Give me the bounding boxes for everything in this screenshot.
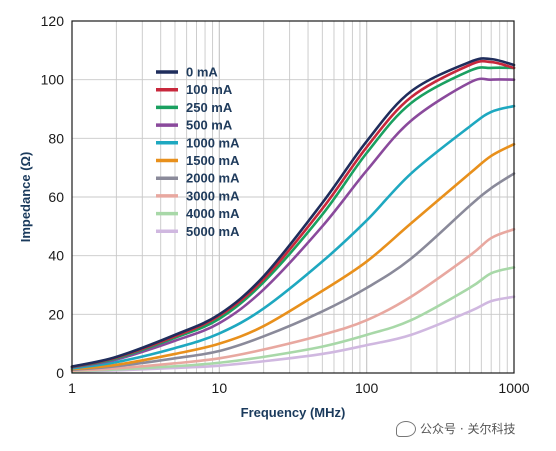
- x-tick-label: 10: [212, 380, 228, 396]
- x-tick-label: 1000: [498, 380, 529, 396]
- series-line-1500-ma: [70, 142, 516, 371]
- chat-bubble-icon: [396, 420, 416, 437]
- plot-frame: [71, 20, 515, 374]
- legend-label: 100 mA: [186, 82, 233, 97]
- y-tick-label: 120: [41, 13, 65, 29]
- series-line-250-ma: [70, 66, 516, 369]
- y-axis-title: Impedance (Ω): [18, 152, 33, 243]
- y-tick-label: 60: [48, 189, 64, 205]
- legend-label: 250 mA: [186, 100, 233, 115]
- x-tick-label: 1: [68, 380, 76, 396]
- legend-label: 3000 mA: [186, 188, 240, 203]
- y-tick-label: 100: [41, 72, 65, 88]
- series-line-0-ma: [70, 57, 516, 368]
- x-tick-label: 100: [355, 380, 379, 396]
- y-tick-label: 40: [48, 248, 64, 264]
- series-line-4000-ma: [70, 266, 516, 373]
- legend-label: 2000 mA: [186, 171, 240, 186]
- legend-label: 4000 mA: [186, 206, 240, 221]
- legend-label: 500 mA: [186, 118, 233, 133]
- series-line-5000-ma: [70, 295, 516, 373]
- x-axis-title: Frequency (MHz): [241, 405, 346, 420]
- y-tick-label: 0: [56, 365, 64, 381]
- series-lines: [70, 57, 516, 373]
- y-tick-label: 80: [48, 130, 64, 146]
- series-line-1000-ma: [70, 104, 516, 370]
- series-line-3000-ma: [70, 227, 516, 372]
- watermark: 公众号 · 关尔科技: [396, 420, 515, 437]
- y-tick-label: 20: [48, 306, 64, 322]
- tick-labels: 1 10 100 1000 0 20 40 60 80 100 120: [41, 13, 530, 396]
- watermark-text: 公众号 · 关尔科技: [420, 422, 516, 436]
- legend-label: 1500 mA: [186, 153, 240, 168]
- legend: 0 mA 100 mA 250 mA 500 mA 1000 mA 1500 mA 2000…: [156, 65, 240, 239]
- series-line-500-ma: [70, 77, 516, 369]
- legend-label: 0 mA: [186, 65, 218, 80]
- series-line-2000-ma: [70, 172, 516, 372]
- legend-label: 1000 mA: [186, 135, 240, 150]
- legend-label: 5000 mA: [186, 224, 240, 239]
